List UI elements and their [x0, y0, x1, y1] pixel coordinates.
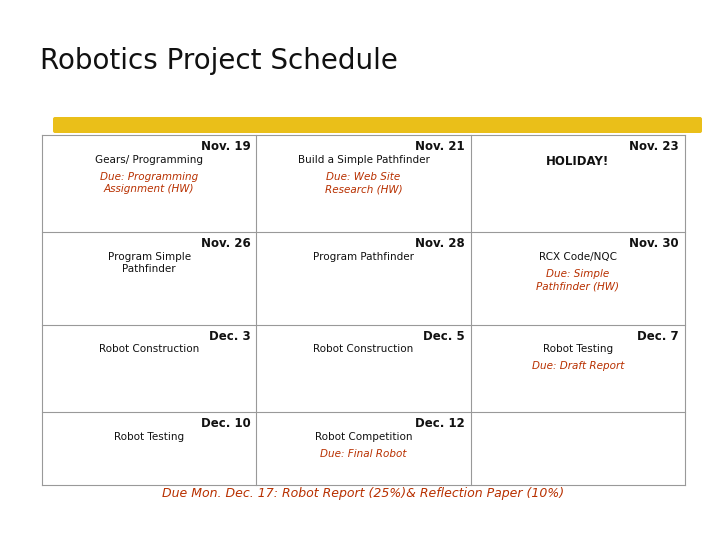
Text: Nov. 26: Nov. 26 [201, 237, 251, 250]
Text: Nov. 28: Nov. 28 [415, 237, 464, 250]
Text: Dec. 10: Dec. 10 [201, 417, 251, 430]
Text: RCX Code/NQC: RCX Code/NQC [539, 252, 617, 262]
FancyBboxPatch shape [53, 117, 702, 133]
Text: Due: Final Robot: Due: Final Robot [320, 449, 407, 459]
Text: Due: Web Site
Research (HW): Due: Web Site Research (HW) [325, 172, 402, 194]
Text: Dec. 3: Dec. 3 [209, 329, 251, 342]
Text: Nov. 30: Nov. 30 [629, 237, 679, 250]
Text: Due: Simple
Pathfinder (HW): Due: Simple Pathfinder (HW) [536, 269, 619, 292]
Text: Build a Simple Pathfinder: Build a Simple Pathfinder [297, 155, 429, 165]
Text: Dec. 7: Dec. 7 [637, 329, 679, 342]
Text: Nov. 23: Nov. 23 [629, 140, 679, 153]
Text: Gears/ Programming: Gears/ Programming [95, 155, 203, 165]
Text: Robot Testing: Robot Testing [543, 345, 613, 354]
Text: Due: Programming
Assignment (HW): Due: Programming Assignment (HW) [100, 172, 198, 194]
Text: Program Pathfinder: Program Pathfinder [313, 252, 414, 262]
Text: Robot Testing: Robot Testing [114, 432, 184, 442]
Text: Dec. 12: Dec. 12 [415, 417, 464, 430]
Text: Due Mon. Dec. 17: Robot Report (25%)& Reflection Paper (10%): Due Mon. Dec. 17: Robot Report (25%)& Re… [163, 487, 564, 500]
Text: Due: Draft Report: Due: Draft Report [531, 361, 624, 372]
Text: Robot Construction: Robot Construction [313, 345, 413, 354]
Text: HOLIDAY!: HOLIDAY! [546, 155, 609, 168]
Text: Robotics Project Schedule: Robotics Project Schedule [40, 47, 398, 75]
Text: Dec. 5: Dec. 5 [423, 329, 464, 342]
Text: Program Simple
Pathfinder: Program Simple Pathfinder [107, 252, 191, 274]
Text: Robot Construction: Robot Construction [99, 345, 199, 354]
Text: Nov. 21: Nov. 21 [415, 140, 464, 153]
Text: Robot Competition: Robot Competition [315, 432, 413, 442]
Text: Nov. 19: Nov. 19 [201, 140, 251, 153]
